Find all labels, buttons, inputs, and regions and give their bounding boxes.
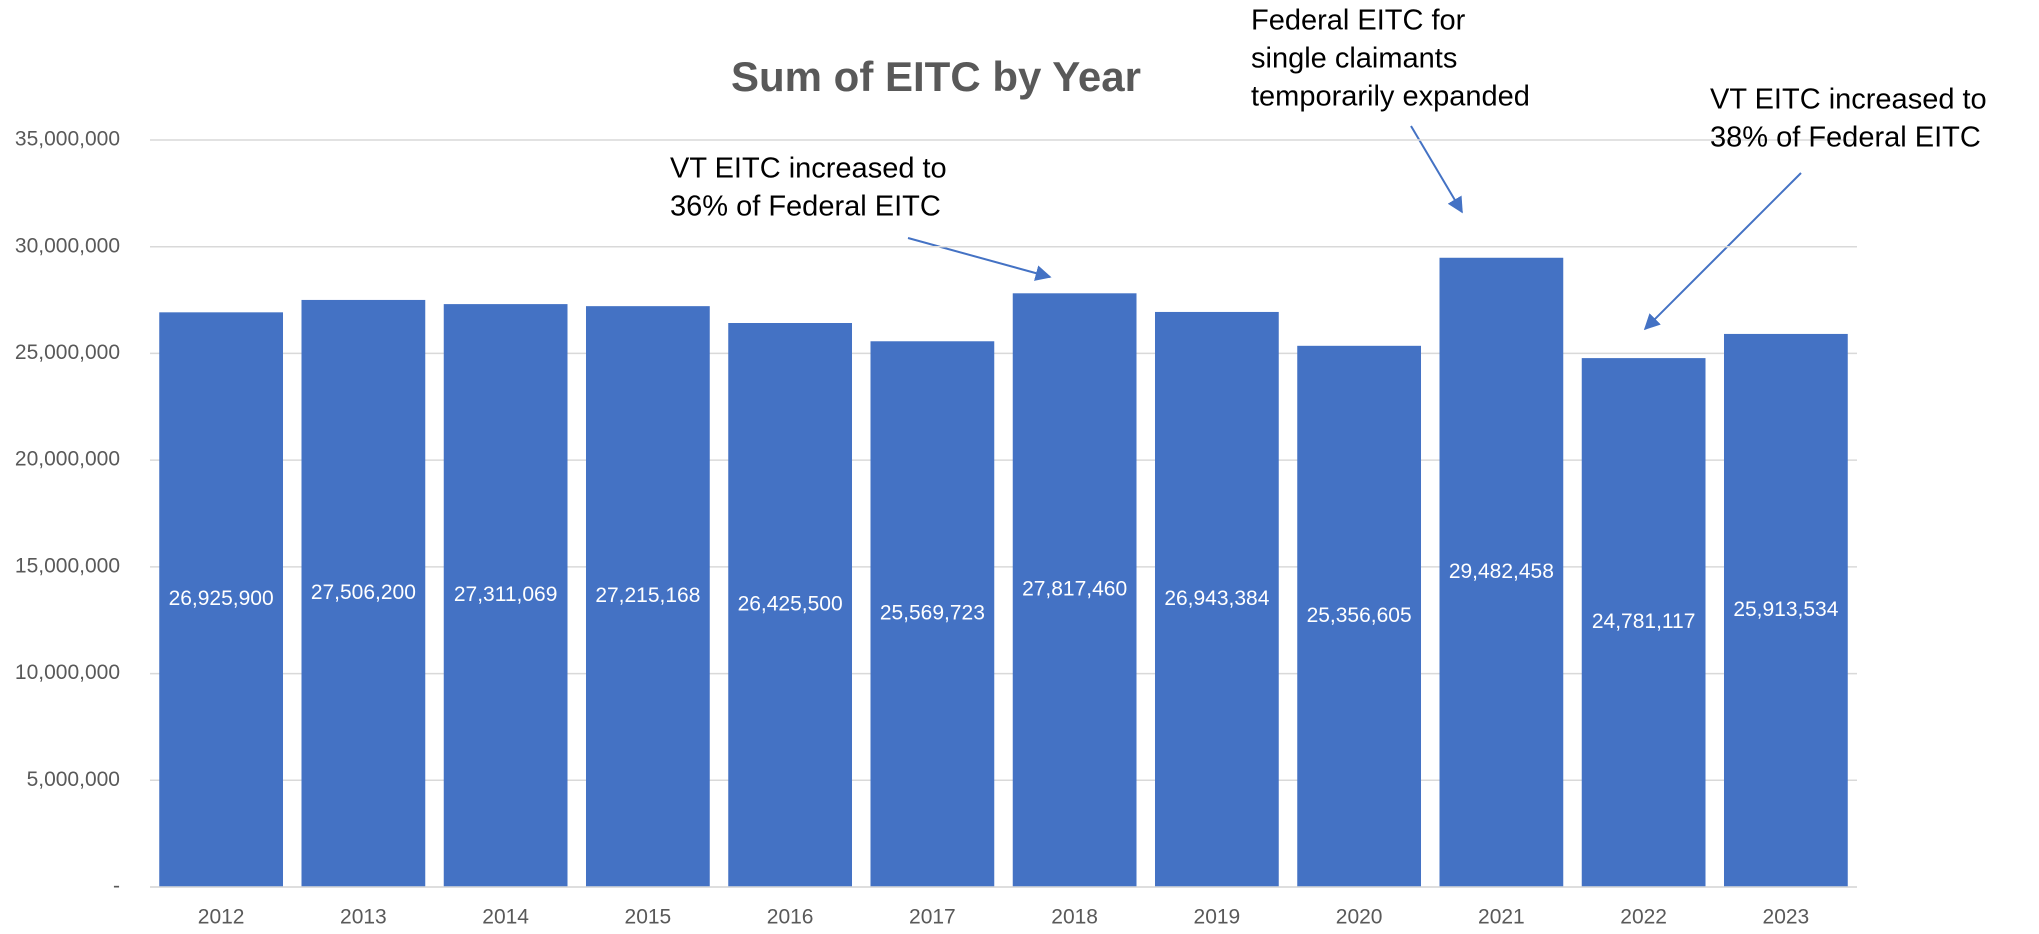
bar — [443, 304, 568, 887]
value-label: 27,506,200 — [311, 581, 416, 604]
y-tick-label: 30,000,000 — [15, 234, 120, 257]
arrow — [1410, 125, 1463, 214]
bar — [585, 306, 710, 888]
bar — [159, 312, 284, 888]
x-tick-label: 2017 — [909, 906, 956, 929]
bar — [870, 341, 995, 887]
value-label: 29,482,458 — [1449, 560, 1554, 583]
y-tick-label: 5,000,000 — [27, 768, 120, 791]
bar — [301, 299, 426, 888]
y-tick-label: 35,000,000 — [15, 128, 120, 151]
value-label: 26,943,384 — [1164, 587, 1269, 610]
x-tick-label: 2012 — [198, 906, 245, 929]
annotation: 38% of Federal EITC — [1710, 122, 1981, 154]
bar — [1012, 293, 1137, 888]
value-label: 27,215,168 — [595, 584, 700, 607]
value-label: 25,569,723 — [880, 602, 985, 625]
bar — [1154, 311, 1279, 888]
annotation: temporarily expanded — [1251, 81, 1530, 113]
value-label: 26,925,900 — [169, 587, 274, 610]
annotation: single claimants — [1251, 43, 1457, 75]
x-tick-label: 2022 — [1620, 906, 1667, 929]
value-label: 27,817,460 — [1022, 578, 1127, 601]
value-label: 27,311,069 — [454, 583, 558, 606]
annotation: VT EITC increased to — [670, 153, 947, 185]
bar — [1297, 345, 1422, 887]
value-label: 26,425,500 — [738, 593, 843, 616]
bar — [1723, 333, 1848, 887]
y-tick-label: 25,000,000 — [15, 341, 120, 364]
value-label: 25,913,534 — [1733, 598, 1838, 621]
bar — [1439, 257, 1564, 887]
x-tick-label: 2013 — [340, 906, 387, 929]
y-tick-label: 20,000,000 — [15, 448, 120, 471]
x-tick-label: 2018 — [1051, 906, 1098, 929]
annotation: Federal EITC for — [1251, 5, 1466, 37]
x-tick-label: 2021 — [1478, 906, 1525, 929]
x-tick-label: 2016 — [767, 906, 814, 929]
x-tick-label: 2014 — [482, 906, 529, 929]
arrow — [1643, 172, 1802, 331]
y-tick-label: - — [113, 875, 120, 898]
value-label: 24,781,117 — [1592, 610, 1696, 633]
value-label: 25,356,605 — [1307, 604, 1412, 627]
x-tick-label: 2019 — [1194, 906, 1241, 929]
x-tick-label: 2015 — [625, 906, 672, 929]
annotation: 36% of Federal EITC — [670, 191, 941, 223]
y-tick-label: 15,000,000 — [15, 554, 120, 577]
x-tick-label: 2023 — [1763, 906, 1810, 929]
y-tick-label: 10,000,000 — [15, 661, 120, 684]
x-tick-label: 2020 — [1336, 906, 1383, 929]
annotation: VT EITC increased to — [1710, 84, 1987, 116]
bar — [728, 323, 853, 887]
bar — [1581, 358, 1706, 887]
arrow — [907, 237, 1052, 281]
chart-title: Sum of EITC by Year — [731, 53, 1141, 100]
